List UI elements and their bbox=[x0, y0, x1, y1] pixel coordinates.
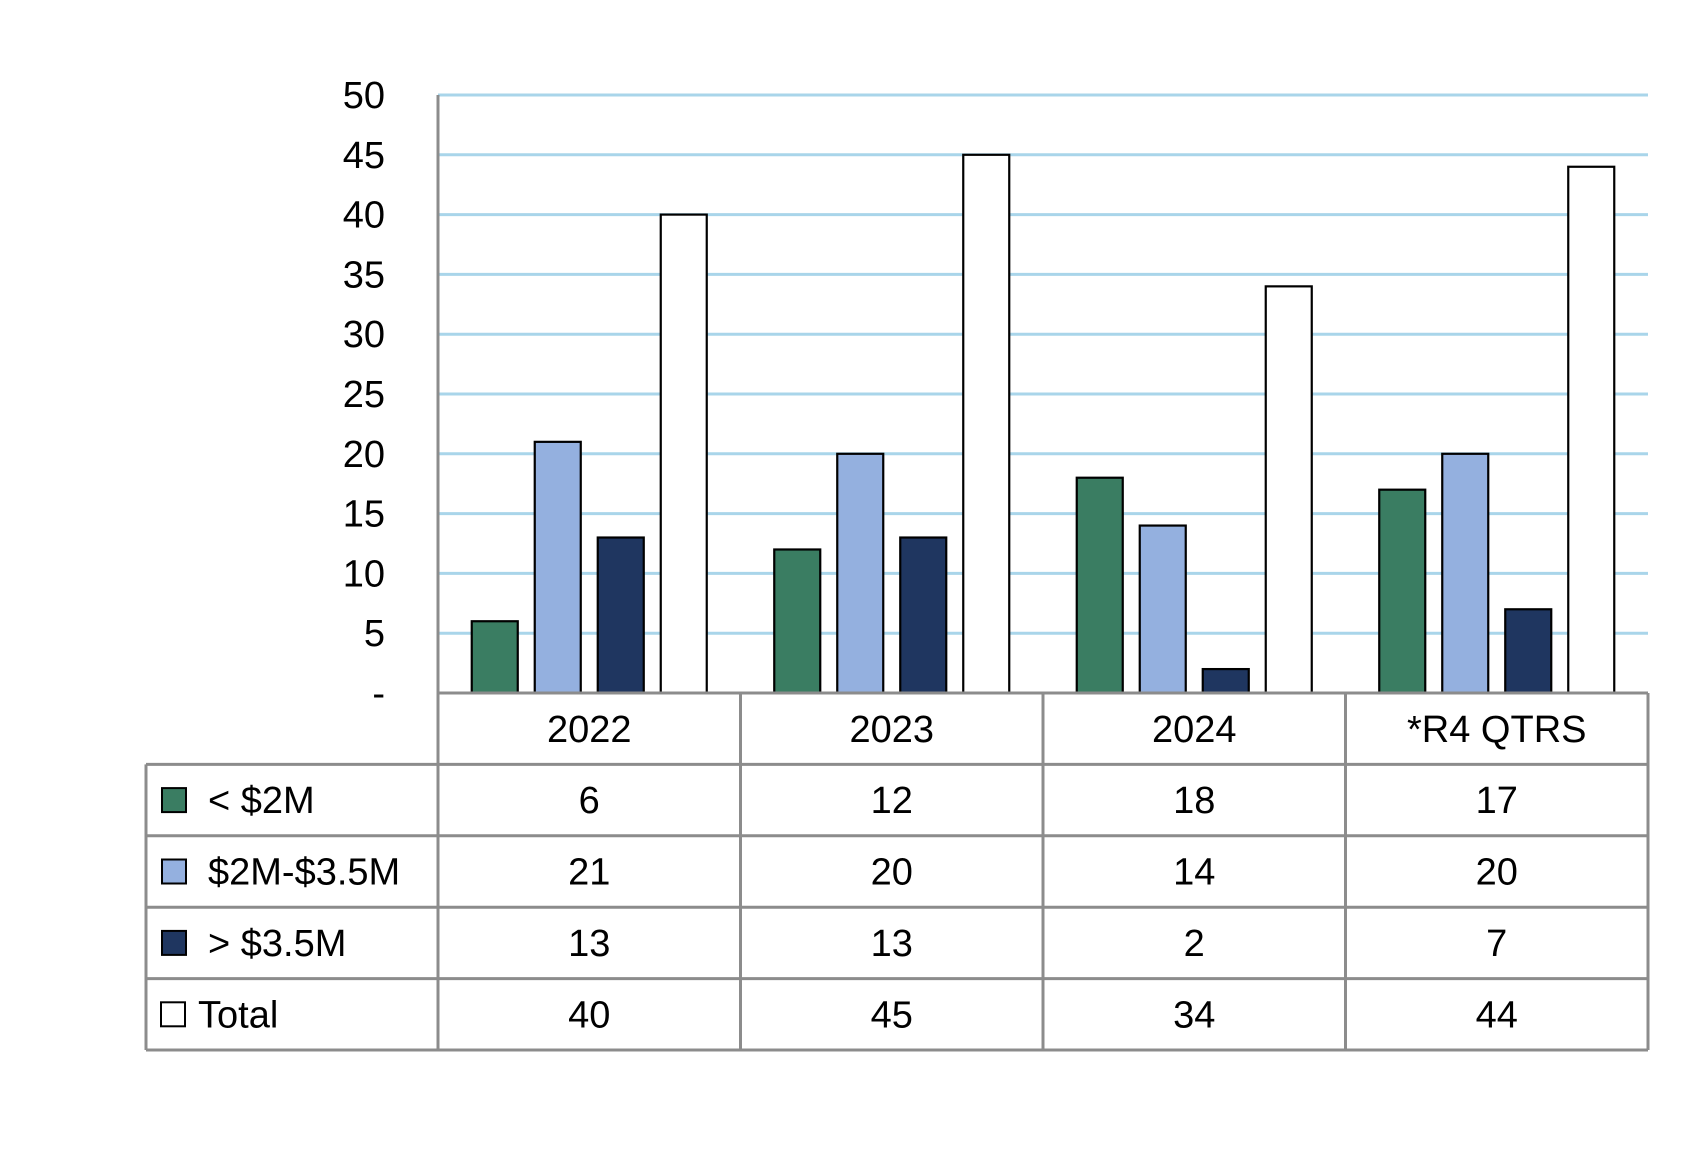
bar-3-5m-2024 bbox=[1201, 667, 1250, 695]
legend-label-total: Total bbox=[198, 994, 278, 1036]
y-tick-label-10: 10 bbox=[343, 553, 385, 595]
x-tick-label-2024: 2024 bbox=[1152, 709, 1237, 751]
bar-2m-2023 bbox=[773, 548, 822, 695]
x-tick-label-r4-qtrs: *R4 QTRS bbox=[1407, 709, 1586, 751]
y-tick-label-35: 35 bbox=[343, 254, 385, 296]
legend-swatch-total bbox=[160, 1001, 186, 1028]
data-label-2m-2023: 12 bbox=[871, 780, 913, 822]
bar-2m-2024 bbox=[1075, 476, 1124, 695]
bar-total-2024 bbox=[1264, 285, 1313, 695]
bar-3-5m-2023 bbox=[899, 536, 948, 695]
bar-total-2022 bbox=[659, 213, 708, 695]
bar-3-5m-2022 bbox=[596, 536, 645, 695]
x-tick-label-2023: 2023 bbox=[849, 709, 934, 751]
data-label-3-5m-r4-qtrs: 7 bbox=[1486, 923, 1507, 965]
data-label-3-5m-2024: 2 bbox=[1184, 923, 1205, 965]
data-label-total-2024: 34 bbox=[1173, 994, 1215, 1036]
y-tick-label-50: 50 bbox=[343, 75, 385, 117]
y-axis: - 5 10 15 20 25 30 35 40 45 50 bbox=[343, 75, 440, 715]
y-tick-label-40: 40 bbox=[343, 195, 385, 237]
legend-label-2m: < $2M bbox=[208, 780, 315, 822]
y-tick-label-20: 20 bbox=[343, 434, 385, 476]
legend-swatch-3-5m bbox=[161, 929, 187, 956]
legend-swatch-2m bbox=[161, 787, 187, 814]
y-tick-label-45: 45 bbox=[343, 135, 385, 177]
y-tick-label-25: 25 bbox=[343, 374, 385, 416]
data-label-2m-3-5m-2022: 21 bbox=[568, 852, 610, 894]
bar-2m-3-5m-2024 bbox=[1138, 524, 1187, 695]
bar-2m-2022 bbox=[470, 620, 519, 695]
y-tick-label-30: 30 bbox=[343, 314, 385, 356]
bar-total-2023 bbox=[962, 153, 1011, 695]
bar-3-5m-r4-qtrs bbox=[1504, 608, 1553, 695]
data-label-3-5m-2023: 13 bbox=[871, 923, 913, 965]
legend-label-3-5m: > $3.5M bbox=[208, 923, 346, 965]
data-label-total-r4-qtrs: 44 bbox=[1476, 994, 1518, 1036]
y-tick-label-0: - bbox=[372, 673, 385, 715]
x-tick-label-2022: 2022 bbox=[547, 709, 632, 751]
data-label-2m-3-5m-2023: 20 bbox=[871, 852, 913, 894]
bar-2m-3-5m-r4-qtrs bbox=[1441, 452, 1490, 695]
legend-label-2m-3-5m: $2M-$3.5M bbox=[208, 852, 400, 894]
legend-swatch-2m-3-5m bbox=[161, 858, 187, 885]
bar-2m-3-5m-2022 bbox=[533, 440, 582, 695]
data-label-total-2023: 45 bbox=[871, 994, 913, 1036]
data-table: 2022 2023 2024 *R4 QTRS < $2M 6 12 18 17 $2M-$3.5… bbox=[144, 691, 1650, 1052]
bar-2m-r4-qtrs bbox=[1378, 488, 1427, 695]
data-label-2m-2024: 18 bbox=[1173, 780, 1215, 822]
data-label-3-5m-2022: 13 bbox=[568, 923, 610, 965]
data-label-2m-3-5m-r4-qtrs: 20 bbox=[1476, 852, 1518, 894]
data-label-2m-2022: 6 bbox=[579, 780, 600, 822]
y-tick-label-5: 5 bbox=[364, 613, 385, 655]
bar-total-r4-qtrs bbox=[1567, 165, 1616, 695]
y-tick-label-15: 15 bbox=[343, 494, 385, 536]
data-label-2m-r4-qtrs: 17 bbox=[1476, 780, 1518, 822]
data-label-2m-3-5m-2024: 14 bbox=[1173, 852, 1215, 894]
bars bbox=[470, 153, 1616, 695]
bar-2m-3-5m-2023 bbox=[836, 452, 885, 695]
data-label-total-2022: 40 bbox=[568, 994, 610, 1036]
